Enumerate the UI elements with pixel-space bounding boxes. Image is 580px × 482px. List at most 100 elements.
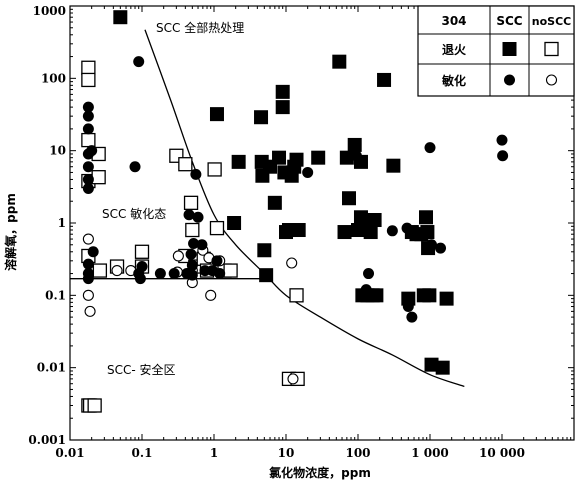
data-point	[82, 182, 94, 194]
curves	[70, 29, 465, 388]
data-point	[82, 289, 94, 301]
data-point	[386, 225, 398, 237]
data-point	[178, 157, 193, 172]
data-point	[267, 195, 282, 210]
data-point	[82, 101, 94, 113]
data-point	[207, 162, 222, 177]
data-point	[192, 211, 204, 223]
data-point	[435, 360, 450, 375]
legend-header-noscc: noSCC	[532, 15, 571, 28]
data-point	[185, 222, 200, 238]
data-point	[421, 225, 433, 237]
data-point	[168, 268, 180, 280]
data-point	[214, 268, 226, 280]
x-tick-label: 10 000	[479, 446, 525, 460]
y-tick-label: 1000	[33, 4, 66, 18]
data-point	[342, 191, 357, 206]
data-point	[337, 225, 352, 240]
data-point	[351, 223, 365, 238]
data-point	[81, 60, 96, 75]
data-point	[129, 161, 141, 173]
data-point	[350, 150, 362, 162]
data-point	[369, 288, 384, 303]
data-point	[82, 123, 94, 135]
data-point	[186, 269, 198, 281]
legend-header-alloy: 304	[441, 14, 466, 28]
x-tick-label: 1 000	[411, 446, 449, 460]
data-point	[424, 357, 439, 372]
data-point	[82, 273, 94, 285]
data-point	[360, 284, 372, 296]
data-point	[287, 373, 299, 385]
data-point	[496, 134, 508, 146]
data-point	[377, 72, 392, 87]
data-point	[367, 213, 382, 228]
data-point	[87, 246, 99, 258]
data-point	[231, 154, 246, 169]
x-tick-label: 1	[210, 446, 218, 460]
data-point	[339, 150, 354, 165]
data-point	[113, 10, 128, 25]
x-tick-label: 100	[345, 446, 370, 460]
data-point	[227, 216, 242, 230]
data-point	[92, 263, 108, 278]
data-point	[289, 152, 304, 167]
legend-marker-sensitized-scc	[504, 74, 515, 86]
y-tick-label: 0.001	[28, 433, 66, 447]
legend-header-scc: SCC	[496, 14, 522, 28]
region-label-sensitized: SCC 敏化态	[102, 206, 166, 221]
y-tick-label: 10	[49, 144, 66, 158]
legend-row-sensitized: 敏化	[441, 73, 466, 88]
data-point	[302, 166, 314, 178]
data-point	[332, 54, 347, 69]
region-label-safe-zone: SCC- 安全区	[107, 362, 176, 377]
data-point	[82, 258, 94, 270]
data-point	[259, 268, 274, 283]
data-point	[257, 243, 272, 258]
data-point	[185, 248, 197, 260]
data-point	[211, 255, 223, 267]
x-tick-label: 10	[278, 446, 295, 460]
legend-marker-annealed-noscc	[544, 41, 559, 57]
x-tick-label: 0.01	[55, 446, 84, 460]
data-point	[82, 110, 94, 122]
data-point	[86, 145, 98, 157]
data-point	[275, 100, 290, 115]
data-point	[275, 84, 290, 99]
data-point	[363, 225, 378, 240]
data-point	[82, 161, 94, 173]
data-point	[289, 288, 304, 303]
data-point	[205, 289, 217, 301]
data-point	[497, 150, 509, 162]
data-point	[209, 107, 224, 122]
data-point	[223, 263, 238, 278]
scc-boundary-curve	[144, 29, 465, 388]
data-point	[188, 238, 200, 250]
data-point	[424, 142, 436, 154]
data-point	[81, 72, 96, 88]
legend-marker-sensitized-noscc	[545, 74, 558, 86]
x-tick-label: 0.1	[132, 446, 153, 460]
data-point	[196, 239, 208, 251]
data-point	[136, 261, 148, 273]
data-point	[82, 233, 94, 245]
data-point	[190, 168, 202, 180]
data-point	[426, 239, 438, 251]
data-point	[91, 170, 106, 185]
data-point	[363, 268, 375, 280]
data-point	[386, 158, 401, 173]
data-points	[81, 10, 509, 413]
y-axis-title: 溶解氧，ppm	[3, 193, 18, 271]
data-point	[347, 137, 362, 152]
data-point	[272, 150, 287, 165]
data-point	[406, 311, 418, 323]
region-label-all-heat-treatment: SCC 全部热处理	[156, 20, 244, 35]
legend-marker-annealed-scc	[502, 42, 517, 56]
data-point	[401, 222, 413, 234]
data-point	[291, 223, 306, 238]
data-point	[402, 301, 414, 313]
data-point	[172, 250, 184, 262]
data-point	[435, 242, 447, 254]
data-point	[439, 291, 454, 306]
